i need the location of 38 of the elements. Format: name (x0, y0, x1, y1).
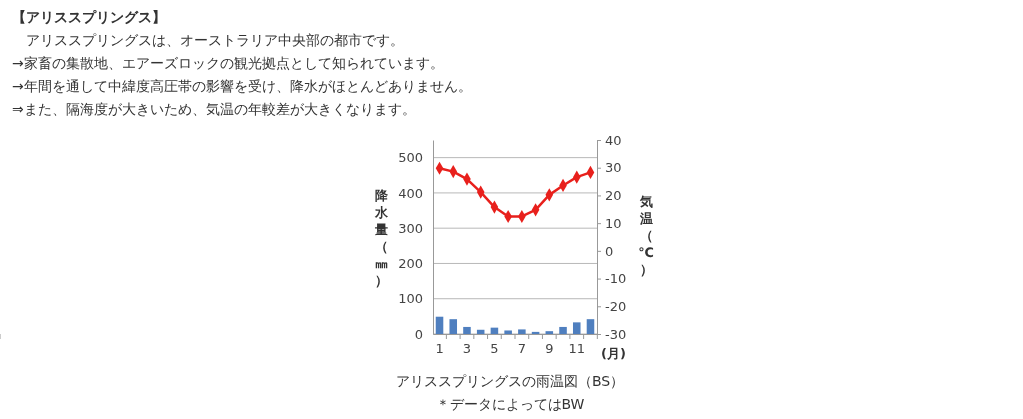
y2-axis-title: 気温（℃） (638, 194, 654, 277)
text: 【アリススプリングス】 (12, 9, 166, 25)
x-tick-label: 1 (435, 341, 444, 357)
bar (586, 319, 595, 334)
bar (435, 316, 444, 334)
y-tick-label: 400 (398, 185, 423, 201)
y2-tick-label: -30 (605, 326, 627, 342)
bar (572, 322, 581, 334)
x-tick-label: 9 (545, 341, 554, 357)
bar (559, 326, 567, 334)
x-tick-label: 3 (462, 341, 472, 357)
bar (518, 329, 526, 334)
y-tick-label: 200 (398, 256, 423, 272)
y2-tick-label: 10 (605, 215, 622, 231)
y-tick-label: 0 (414, 326, 423, 342)
x-axis-title: (月) (601, 346, 626, 361)
y2-tick-label: 40 (605, 132, 622, 148)
text: アリススプリングスは、オーストラリア中央部の都市です。 (12, 32, 404, 48)
text: ⇒また、隔海度が大きいため、気温の年較差が大きくなります。 (12, 101, 416, 117)
y2-tick-label: 30 (605, 160, 622, 176)
text: アリススプリングスの雨温図（BS） (395, 373, 625, 389)
y-axis-title: 降水量（㎜） (373, 188, 389, 288)
y-tick-label: 300 (398, 220, 423, 236)
y2-tick-label: -20 (605, 298, 627, 314)
text: ＊データによってはBW (435, 396, 585, 412)
text: →年間を通して中緯度高圧帯の影響を受け、降水がほとんどありません。 (12, 78, 472, 94)
y-tick-label: 100 (398, 291, 423, 307)
bar (463, 326, 471, 334)
y2-tick-label: 0 (605, 243, 614, 259)
bar (449, 319, 458, 334)
x-tick-label: 5 (490, 341, 499, 357)
x-tick-label: 7 (517, 341, 526, 357)
y2-tick-label: -10 (605, 271, 627, 287)
y2-tick-label: 20 (605, 188, 622, 204)
y-tick-label: 500 (398, 150, 423, 166)
bar (545, 331, 554, 334)
x-tick-label: 11 (568, 341, 586, 357)
text: →家畜の集散地、エアーズロックの観光拠点として知られています。 (12, 55, 444, 71)
